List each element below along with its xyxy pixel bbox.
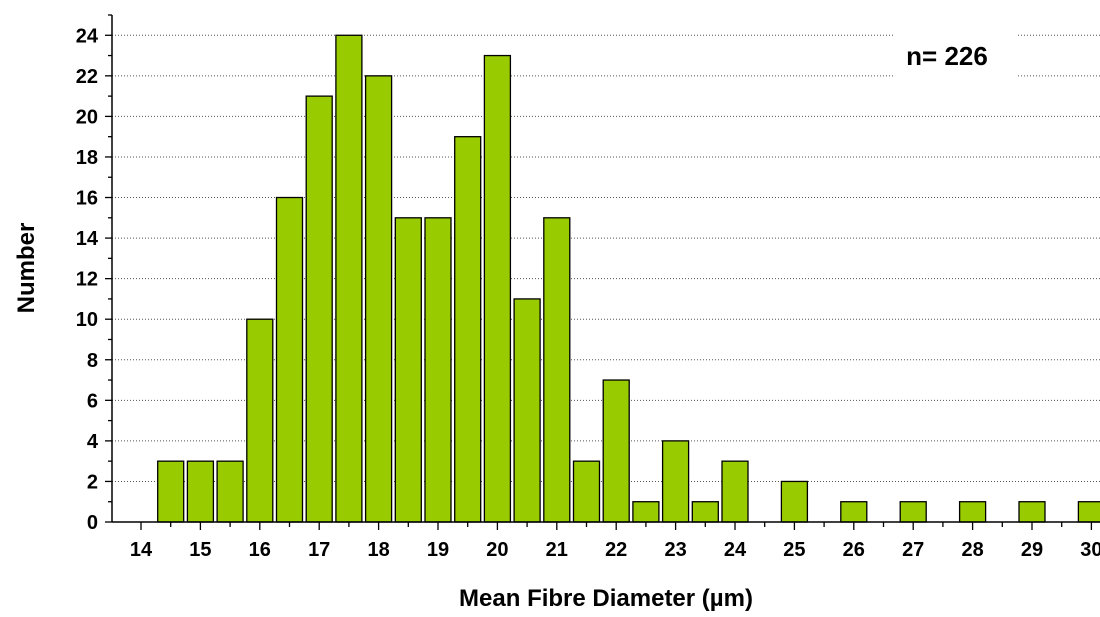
x-tick-label-11: 25 [783,539,805,561]
x-tick-label-2: 16 [249,539,271,561]
bar-18 [691,501,719,523]
bar-25 [1077,501,1100,523]
bar-7 [364,75,393,523]
bar-9 [424,217,452,523]
x-tick-label-10: 24 [724,539,747,561]
bar-13 [543,217,571,523]
y-tick-label-0: 0 [87,512,98,534]
x-tick-label-4: 18 [367,539,389,561]
x-tick-label-5: 19 [427,539,449,561]
y-tick-label-1: 2 [87,471,98,493]
x-tick-label-7: 21 [546,539,568,561]
bar-19 [721,460,749,523]
bar-5 [305,95,333,523]
annotation-background [893,28,1017,86]
axes [105,14,1100,530]
bar-0 [157,460,185,523]
bar-24 [1018,501,1046,523]
y-tick-label-12: 24 [76,25,99,47]
y-tick-label-5: 10 [76,309,98,331]
bar-3 [246,318,274,523]
x-tick-label-14: 28 [961,539,983,561]
x-tick-label-6: 20 [486,539,508,561]
bar-20 [780,480,809,523]
sample-size-annotation: n= 226 [906,41,988,71]
x-tick-label-3: 17 [308,539,330,561]
bar-14 [572,460,601,523]
y-tick-label-6: 12 [76,269,98,291]
x-axis-title: Mean Fibre Diameter (µm) [459,585,753,612]
x-tick-label-12: 26 [843,539,865,561]
y-tick-label-4: 8 [87,350,98,372]
x-tick-label-15: 29 [1021,539,1043,561]
bar-22 [899,501,927,523]
bar-2 [216,460,244,523]
bar-8 [394,217,422,523]
bar-4 [275,196,304,523]
bar-10 [454,136,482,523]
x-tick-label-16: 30 [1080,539,1100,561]
bar-6 [335,34,363,523]
y-tick-label-10: 20 [76,106,98,128]
bar-23 [958,501,987,523]
bar-16 [632,501,660,523]
bar-12 [513,298,541,523]
y-tick-label-2: 4 [87,431,99,453]
x-tick-label-1: 15 [189,539,211,561]
bar-1 [186,460,215,523]
bar-21 [840,501,868,523]
bar-17 [661,440,690,523]
bar-15 [602,379,630,523]
y-tick-label-8: 16 [76,188,98,210]
x-tick-label-13: 27 [902,539,924,561]
bar-11 [483,54,512,523]
x-tick-label-8: 22 [605,539,627,561]
y-tick-label-9: 18 [76,147,98,169]
y-tick-label-7: 14 [76,228,99,250]
bars [157,34,1100,523]
x-tick-label-9: 23 [664,539,686,561]
y-tick-label-11: 22 [76,66,98,88]
x-tick-label-0: 14 [130,539,153,561]
y-axis-title: Number [13,223,40,314]
y-tick-label-3: 6 [87,390,98,412]
